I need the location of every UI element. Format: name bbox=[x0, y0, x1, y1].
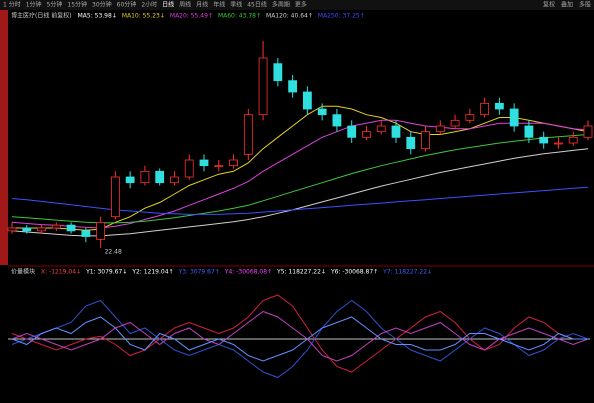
candle-body bbox=[347, 125, 357, 138]
legend-entry: Y1: 3079.67↓ bbox=[85, 269, 127, 276]
toolbar-tab[interactable]: 日线 bbox=[162, 1, 174, 9]
legend-entry: MA60: 43.78↑ bbox=[218, 13, 261, 20]
toolbar-tab[interactable]: 5分钟 bbox=[47, 1, 63, 9]
candle-body bbox=[302, 91, 312, 110]
candle-body bbox=[155, 170, 165, 184]
legend-entry: Y5: 118227.22↓ bbox=[276, 269, 326, 276]
candle-body bbox=[435, 125, 445, 133]
toolbar-tab[interactable]: 周线 bbox=[179, 1, 191, 9]
candle-body bbox=[96, 221, 106, 240]
candle-body bbox=[140, 170, 150, 184]
candle-body bbox=[170, 176, 179, 184]
side-panel bbox=[0, 10, 8, 265]
candle-body bbox=[583, 125, 593, 138]
candle-body bbox=[51, 224, 61, 229]
candle-body bbox=[125, 176, 135, 184]
toolbar-button[interactable]: 叠加 bbox=[561, 1, 573, 9]
indicator-line bbox=[11, 294, 588, 373]
legend-entry: MA250: 37.25↑ bbox=[318, 13, 365, 20]
candle-body bbox=[317, 108, 327, 116]
candle-body bbox=[450, 119, 460, 127]
candle-body bbox=[81, 230, 91, 237]
candle-body bbox=[243, 114, 253, 155]
indicator-line bbox=[11, 148, 589, 237]
candle-body bbox=[391, 125, 401, 138]
candle-body bbox=[494, 102, 504, 110]
toolbar-tab[interactable]: 1分钟 bbox=[26, 1, 42, 9]
indicator-line bbox=[11, 119, 589, 229]
candle-body bbox=[184, 159, 194, 178]
toolbar bbox=[0, 0, 594, 10]
toolbar-tab[interactable]: 季线 bbox=[230, 1, 242, 9]
chart-title: 博主医疗(日线 前复权) bbox=[11, 12, 72, 20]
candle-body bbox=[480, 102, 490, 116]
low-price-label: 22.48 bbox=[105, 248, 122, 255]
toolbar-button[interactable]: 多股 bbox=[579, 1, 591, 9]
chart-title: 价量模块 bbox=[11, 268, 35, 276]
legend-entry: Y7: 118227.22↓ bbox=[382, 269, 432, 276]
candle-body bbox=[421, 131, 430, 150]
legend-entry: MA5: 53.98↓ bbox=[78, 13, 117, 20]
toolbar-tab[interactable]: 30分钟 bbox=[92, 1, 112, 9]
toolbar-tab[interactable]: 60分钟 bbox=[117, 1, 137, 9]
legend-entry: Y4: -30068.08↑ bbox=[224, 269, 272, 276]
candle-body bbox=[362, 131, 371, 138]
indicator-line bbox=[12, 105, 589, 231]
legend-entry: MA20: 55.49↑ bbox=[170, 13, 213, 20]
candle-body bbox=[288, 80, 298, 93]
toolbar-tab[interactable]: 2小时 bbox=[141, 1, 157, 9]
candle-body bbox=[229, 159, 238, 167]
toolbar-tab[interactable]: 45日线 bbox=[247, 1, 267, 9]
candle-body bbox=[214, 165, 224, 168]
legend-entry: MA10: 55.23↓ bbox=[122, 13, 165, 20]
toolbar-tab[interactable]: 1 分时 bbox=[3, 1, 21, 9]
legend-entry: Y3: 3079.67↑ bbox=[178, 269, 220, 276]
candle-body bbox=[554, 142, 563, 145]
legend-entry: Y6: -30068.87↑ bbox=[330, 269, 378, 276]
candle-body bbox=[539, 136, 549, 144]
legend-entry: Y2: 1219.04↑ bbox=[131, 269, 173, 276]
candle-body bbox=[22, 227, 32, 232]
candle-body bbox=[273, 63, 283, 82]
indicator-chart: 价量模块 X: -1219.04↓ Y1: 3079.67↓ Y2: 1219.04↑… bbox=[11, 268, 589, 379]
indicator-line bbox=[11, 310, 589, 362]
toolbar-tab[interactable]: 15分钟 bbox=[67, 1, 87, 9]
candle-body bbox=[37, 227, 46, 232]
candle-body bbox=[465, 114, 475, 121]
toolbar-tab[interactable]: 月线 bbox=[196, 1, 208, 9]
candle-body bbox=[199, 159, 209, 167]
indicator-line bbox=[11, 134, 589, 224]
candle-body bbox=[406, 136, 416, 150]
toolbar-button[interactable]: 复权 bbox=[543, 1, 555, 9]
toolbar-tab[interactable]: 更多 bbox=[295, 1, 307, 9]
legend-entry: X: -1219.04↓ bbox=[41, 269, 81, 276]
indicator-line bbox=[11, 316, 588, 362]
candle-body bbox=[524, 125, 534, 138]
candle-body bbox=[66, 224, 76, 232]
toolbar-tabs: 1 分时 1分钟 5分钟 15分钟 30分钟 60分钟 2小时 日线 周线 月线 年线 季线 45日线多… bbox=[3, 1, 591, 9]
price-chart: 博主医疗(日线 前复权) MA5: 53.98↓ MA10: 55.23↓ MA20:… bbox=[7, 12, 593, 255]
indicator-line bbox=[11, 186, 589, 215]
candle-body bbox=[332, 114, 342, 127]
legend-entry: MA120: 40.64↑ bbox=[266, 13, 313, 20]
candle-body bbox=[7, 227, 17, 232]
indicator-line bbox=[11, 299, 589, 379]
candle-body bbox=[376, 125, 386, 133]
toolbar-tab[interactable]: 多周期 bbox=[272, 1, 290, 9]
candle-body bbox=[509, 108, 519, 127]
toolbar-tab[interactable]: 年线 bbox=[213, 1, 225, 9]
candle-body bbox=[568, 136, 578, 144]
candle-body bbox=[110, 176, 120, 218]
candle-body bbox=[258, 57, 268, 116]
